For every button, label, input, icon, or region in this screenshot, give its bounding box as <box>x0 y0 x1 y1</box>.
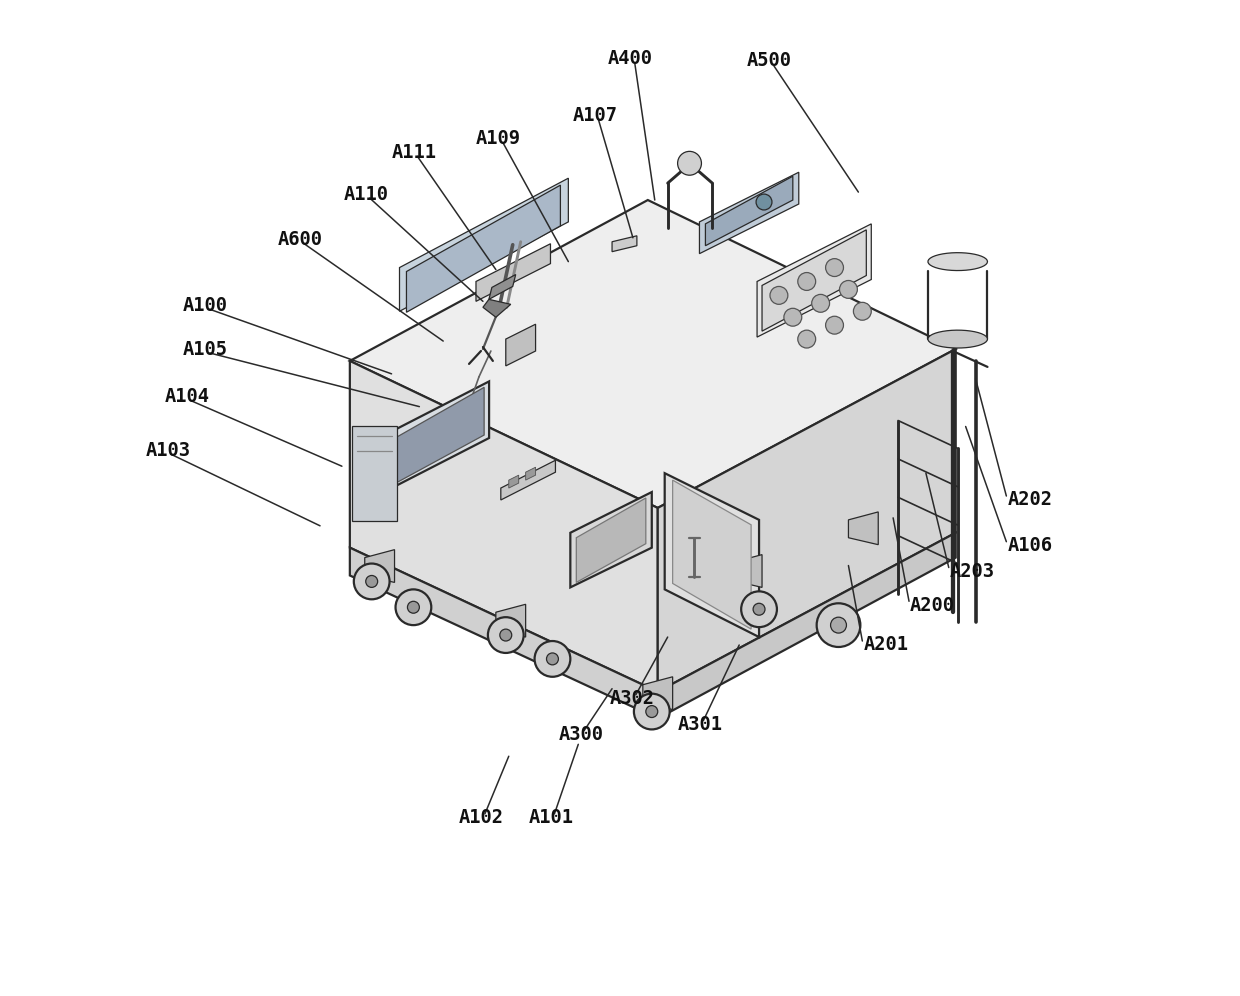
Polygon shape <box>758 224 872 337</box>
Polygon shape <box>508 475 518 488</box>
Text: A203: A203 <box>950 562 994 581</box>
Polygon shape <box>489 275 516 300</box>
Text: A500: A500 <box>748 52 792 71</box>
Text: A202: A202 <box>1007 490 1053 510</box>
Text: A302: A302 <box>610 689 655 708</box>
Polygon shape <box>407 185 560 313</box>
Text: A110: A110 <box>343 184 389 203</box>
Text: A101: A101 <box>528 809 574 828</box>
Circle shape <box>826 317 843 334</box>
Circle shape <box>396 590 432 625</box>
Polygon shape <box>350 548 657 718</box>
Circle shape <box>797 273 816 291</box>
Circle shape <box>817 604 861 647</box>
Text: A100: A100 <box>184 296 228 315</box>
Polygon shape <box>526 467 536 480</box>
Text: A201: A201 <box>863 635 909 654</box>
Text: A200: A200 <box>910 596 955 615</box>
Text: A600: A600 <box>278 230 322 249</box>
Polygon shape <box>672 480 751 629</box>
Polygon shape <box>613 236 637 252</box>
Text: A105: A105 <box>184 340 228 359</box>
Text: A400: A400 <box>608 50 653 69</box>
Circle shape <box>534 641 570 676</box>
Polygon shape <box>350 361 657 691</box>
Circle shape <box>366 576 378 588</box>
Polygon shape <box>657 349 956 691</box>
Circle shape <box>812 295 830 313</box>
Polygon shape <box>928 330 987 348</box>
Polygon shape <box>352 426 397 521</box>
Polygon shape <box>657 533 956 718</box>
Polygon shape <box>357 381 489 506</box>
Polygon shape <box>476 244 551 302</box>
Circle shape <box>826 259 843 277</box>
Circle shape <box>547 653 558 665</box>
Polygon shape <box>665 473 759 637</box>
Circle shape <box>831 618 847 633</box>
Circle shape <box>770 287 787 305</box>
Polygon shape <box>642 676 672 709</box>
Text: A301: A301 <box>677 715 723 734</box>
Text: A300: A300 <box>558 725 604 744</box>
Circle shape <box>634 693 670 729</box>
Circle shape <box>677 151 702 175</box>
Circle shape <box>753 604 765 616</box>
Text: A111: A111 <box>392 142 436 162</box>
Polygon shape <box>501 460 556 500</box>
Polygon shape <box>399 178 568 312</box>
Polygon shape <box>506 324 536 366</box>
Polygon shape <box>350 200 956 508</box>
Text: A104: A104 <box>165 387 210 406</box>
Text: A109: A109 <box>476 128 521 148</box>
Circle shape <box>500 629 512 641</box>
Polygon shape <box>365 550 394 583</box>
Circle shape <box>408 602 419 614</box>
Text: A107: A107 <box>573 107 618 125</box>
Polygon shape <box>733 555 763 588</box>
Circle shape <box>742 592 777 627</box>
Polygon shape <box>496 605 526 637</box>
Circle shape <box>353 564 389 600</box>
Polygon shape <box>848 512 878 545</box>
Polygon shape <box>706 176 792 246</box>
Polygon shape <box>570 492 652 588</box>
Polygon shape <box>482 300 511 318</box>
Circle shape <box>756 194 773 210</box>
Polygon shape <box>763 230 867 331</box>
Polygon shape <box>365 387 484 500</box>
Circle shape <box>487 618 523 653</box>
Polygon shape <box>928 253 987 271</box>
Text: A103: A103 <box>145 441 190 460</box>
Text: A106: A106 <box>1007 536 1053 555</box>
Circle shape <box>797 330 816 348</box>
Circle shape <box>646 705 657 717</box>
Text: A102: A102 <box>459 809 505 828</box>
Circle shape <box>853 303 872 320</box>
Circle shape <box>839 281 857 299</box>
Polygon shape <box>577 498 646 583</box>
Polygon shape <box>699 172 799 254</box>
Circle shape <box>784 309 802 326</box>
